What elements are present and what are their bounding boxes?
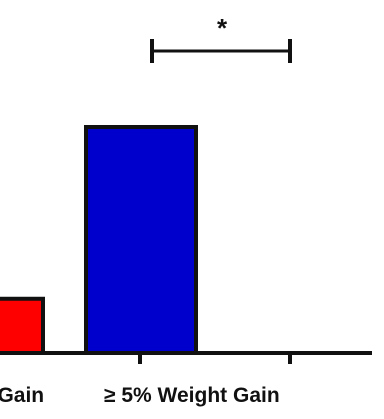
plot-area (0, 125, 372, 364)
tick-label-5pct-weight-gain: ≥ 5% Weight Gain (104, 384, 280, 407)
x-tick-labels: Weight Gain ≥ 5% Weight Gain (0, 384, 280, 407)
tick-label-weight-gain: Weight Gain (0, 384, 44, 407)
significance-bracket: * (150, 13, 292, 63)
bar-weight-gain (0, 296, 45, 356)
bar-5pct-weight-gain (84, 125, 198, 355)
significance-star: * (217, 13, 228, 43)
